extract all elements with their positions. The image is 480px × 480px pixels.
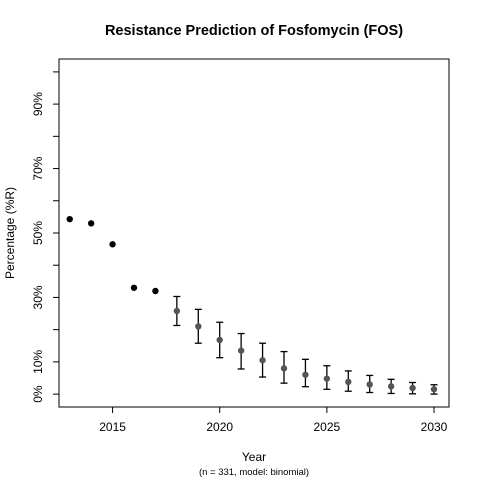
y-axis-label: Percentage (%R) xyxy=(3,187,17,279)
predicted-point xyxy=(388,383,394,389)
predicted-point xyxy=(302,372,308,378)
y-tick-label: 30% xyxy=(31,285,45,309)
y-tick-label: 10% xyxy=(31,350,45,374)
x-tick-label: 2025 xyxy=(314,420,341,434)
x-tick-label: 2030 xyxy=(421,420,448,434)
y-axis: 0% 10% 30% 50% 70% 90% xyxy=(31,72,59,403)
predicted-point xyxy=(238,347,244,353)
x-axis-label: Year xyxy=(242,450,266,464)
observed-point xyxy=(67,216,73,222)
y-tick-label: 0% xyxy=(31,385,45,403)
chart-title: Resistance Prediction of Fosfomycin (FOS… xyxy=(105,23,403,39)
predicted-point xyxy=(281,365,287,371)
x-axis: 2015 2020 2025 2030 xyxy=(99,407,447,434)
predicted-point xyxy=(217,337,223,343)
observed-point xyxy=(131,285,137,291)
predicted-point xyxy=(259,357,265,363)
predicted-point xyxy=(431,386,437,392)
predicted-point xyxy=(345,379,351,385)
x-tick-label: 2020 xyxy=(206,420,233,434)
y-tick-label: 90% xyxy=(31,92,45,116)
chart-caption: (n = 331, model: binomial) xyxy=(199,467,309,478)
predicted-point xyxy=(174,308,180,314)
plot-frame xyxy=(59,59,449,407)
observed-point xyxy=(88,220,94,226)
x-tick-label: 2015 xyxy=(99,420,126,434)
data-marks xyxy=(67,216,438,394)
predicted-point xyxy=(367,381,373,387)
predicted-point xyxy=(195,323,201,329)
predicted-point xyxy=(409,385,415,391)
observed-point xyxy=(152,288,158,294)
predicted-point xyxy=(324,375,330,381)
observed-point xyxy=(109,241,115,247)
y-tick-label: 50% xyxy=(31,221,45,245)
y-tick-label: 70% xyxy=(31,156,45,180)
